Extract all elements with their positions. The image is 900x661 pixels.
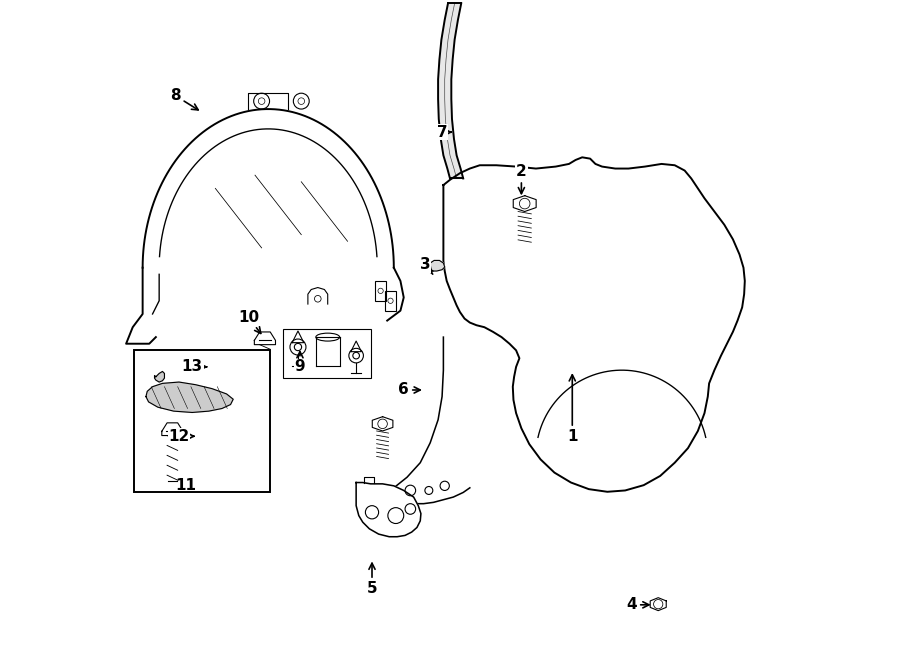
Text: 4: 4: [626, 598, 649, 612]
Text: 2: 2: [516, 165, 526, 194]
Text: 5: 5: [366, 563, 377, 596]
Text: 6: 6: [399, 383, 420, 397]
Text: 1: 1: [567, 375, 578, 444]
Text: 7: 7: [436, 125, 451, 139]
Polygon shape: [155, 371, 165, 382]
Text: 12: 12: [168, 429, 194, 444]
Polygon shape: [381, 337, 470, 504]
Bar: [375, 281, 386, 301]
Text: 13: 13: [182, 360, 207, 374]
Polygon shape: [146, 382, 233, 412]
Text: 9: 9: [294, 352, 305, 374]
Polygon shape: [650, 598, 666, 611]
Polygon shape: [428, 260, 445, 271]
Text: 11: 11: [176, 479, 196, 493]
Text: 8: 8: [170, 89, 198, 110]
Polygon shape: [356, 483, 421, 537]
Text: 10: 10: [238, 310, 261, 333]
Polygon shape: [438, 3, 464, 178]
FancyBboxPatch shape: [134, 350, 269, 492]
Polygon shape: [444, 157, 745, 492]
Bar: [385, 291, 396, 311]
Text: 3: 3: [419, 257, 433, 274]
